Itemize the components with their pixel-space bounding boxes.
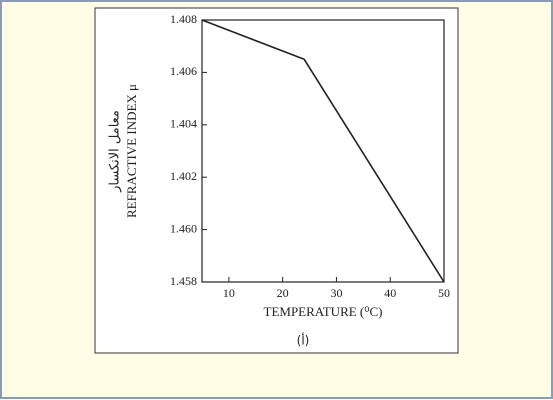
x-tick-label: 30	[330, 286, 342, 300]
y-tick-label: 1.402	[170, 169, 197, 183]
figure-box	[94, 7, 459, 354]
y-tick-label: 1.404	[170, 117, 197, 131]
y-tick-label: 1.458	[170, 274, 197, 288]
x-tick-label: 10	[223, 286, 235, 300]
x-tick-label: 40	[384, 286, 396, 300]
y-tick-label: 1.460	[170, 221, 197, 235]
x-tick-label: 50	[438, 286, 450, 300]
plot-frame	[201, 19, 445, 283]
x-tick-label: 20	[277, 286, 289, 300]
data-line	[201, 19, 445, 283]
y-axis-label-arabic: معامل الانكسار	[108, 110, 123, 193]
caption: (أ)	[297, 333, 310, 348]
x-axis-label: TEMPERATURE (⁰C)	[264, 304, 383, 319]
y-tick-label: 1.406	[170, 64, 197, 78]
y-axis-label: REFRACTIVE INDEX μ	[124, 84, 139, 218]
y-tick-label: 1.408	[170, 12, 197, 26]
